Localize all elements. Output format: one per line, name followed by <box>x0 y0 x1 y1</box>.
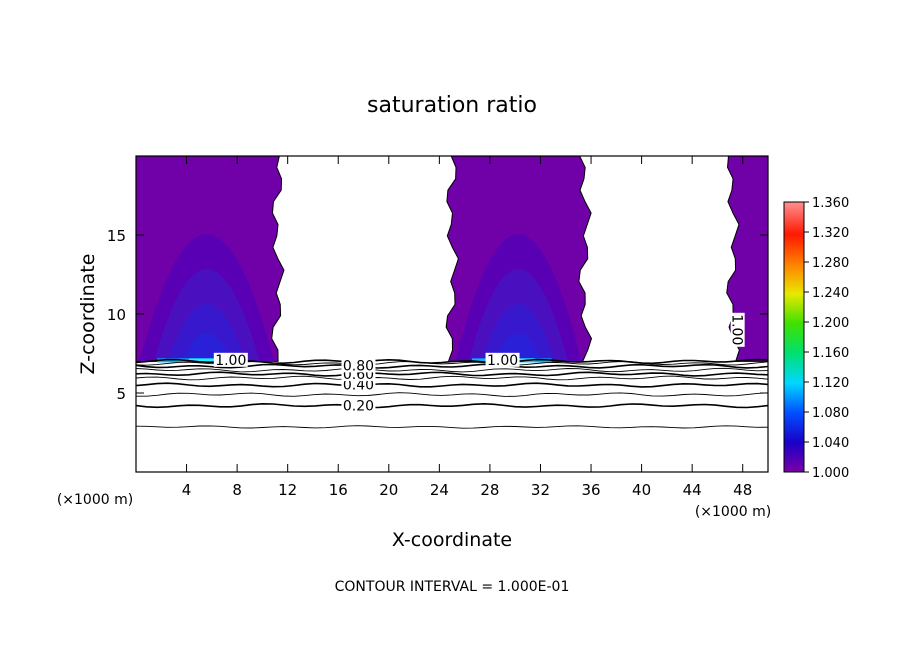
contour-label-bg <box>213 352 248 367</box>
contour-label: 0.40 <box>343 377 374 393</box>
x-tick-label: 48 <box>733 481 752 499</box>
saturation-region <box>726 156 768 362</box>
contour-label-bg <box>485 352 520 367</box>
contour-label: 0.20 <box>343 399 374 415</box>
colorbar-label: 1.040 <box>812 436 849 451</box>
contour-label: 1.00 <box>487 353 518 369</box>
y-axis-ticks: 5 10 15 <box>107 227 768 403</box>
x-tick-label: 40 <box>632 481 651 499</box>
x-tick-label: 12 <box>278 481 297 499</box>
colorbar-label: 1.360 <box>812 196 849 211</box>
y-tick-label: 10 <box>107 306 126 324</box>
colorbar-label: 1.000 <box>812 466 849 481</box>
colorbar-label: 1.280 <box>812 256 849 271</box>
x-tick-label: 4 <box>182 481 192 499</box>
contour-line <box>136 402 768 409</box>
colorbar-label: 1.240 <box>812 286 849 301</box>
x-tick-label: 20 <box>379 481 398 499</box>
contour-line <box>136 392 768 397</box>
contour-label: 1.00 <box>215 353 246 369</box>
x-tick-label: 28 <box>480 481 499 499</box>
contour-label: 0.80 <box>343 358 374 374</box>
contour-label-bg <box>730 312 745 347</box>
contour-label: 1.00 <box>729 314 745 345</box>
chart-title: saturation ratio <box>367 93 537 118</box>
x-axis-ticks: 4 8 12 16 20 24 28 32 36 40 44 48 <box>182 156 752 499</box>
plot-area: 0.200.400.600.801.00 1.001.00 4 8 12 16 20 24 2… <box>107 155 769 499</box>
x-axis-label: X-coordinate <box>392 529 512 551</box>
x-axis-unit-left: (×1000 m) <box>57 492 133 508</box>
x-axis-unit-right: (×1000 m) <box>695 504 771 520</box>
colorbar-label: 1.200 <box>812 316 849 331</box>
colorbar: 1.360 1.320 1.280 1.240 1.200 1.160 1.120 1.080… <box>783 196 849 481</box>
contour-label-bg <box>341 358 376 373</box>
contour-interval-note: CONTOUR INTERVAL = 1.000E-01 <box>335 579 570 595</box>
x-tick-label: 32 <box>531 481 550 499</box>
x-tick-label: 36 <box>581 481 600 499</box>
x-tick-label: 8 <box>232 481 242 499</box>
contour-line <box>136 375 768 381</box>
x-tick-label: 24 <box>430 481 449 499</box>
y-tick-label: 15 <box>107 227 126 245</box>
contour-line <box>136 382 768 388</box>
colorbar-labels: 1.360 1.320 1.280 1.240 1.200 1.160 1.120 1.080… <box>804 196 849 481</box>
colorbar-label: 1.160 <box>812 346 849 361</box>
contour-line-layer <box>136 358 768 429</box>
y-axis-label: Z-coordinate <box>77 254 99 375</box>
contour-line <box>136 371 768 377</box>
contour-line <box>136 367 768 373</box>
contour-label-layer: 0.200.400.600.801.00 1.001.00 <box>213 312 745 415</box>
x-tick-label: 16 <box>329 481 348 499</box>
x-tick-label: 44 <box>683 481 702 499</box>
colorbar-gradient <box>783 201 805 473</box>
colorbar-label: 1.080 <box>812 406 849 421</box>
contour-line <box>136 363 768 369</box>
colorbar-label: 1.320 <box>812 226 849 241</box>
contour-line <box>136 425 768 429</box>
contour-label-bg <box>341 398 376 413</box>
saturation-peak-core <box>189 358 225 362</box>
y-tick-label: 5 <box>116 385 126 403</box>
saturation-fill-layer <box>136 156 768 363</box>
colorbar-label: 1.120 <box>812 376 849 391</box>
